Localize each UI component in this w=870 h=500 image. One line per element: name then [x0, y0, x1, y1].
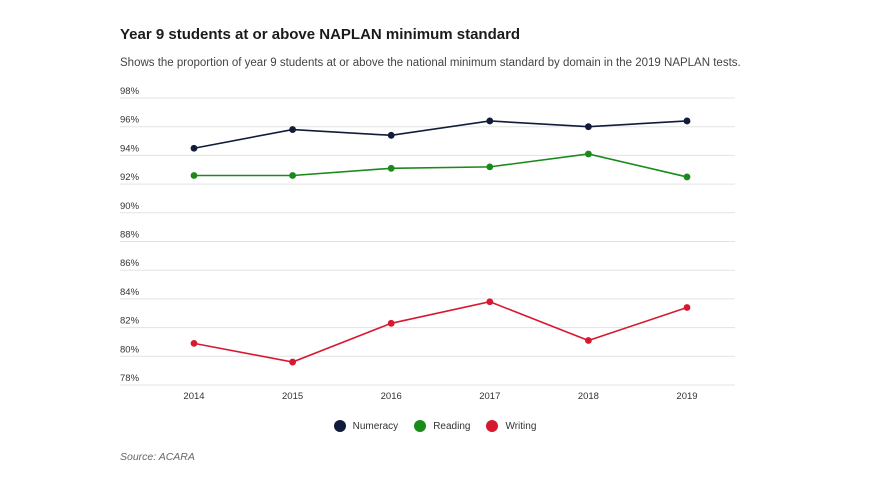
axis-layer: 78% 80% 82% 84% 86% 88% 90% 92% 94% 96% 98% 2014 201… [120, 86, 698, 402]
point-writing-2015[interactable] [289, 358, 296, 366]
x-tick-label: 2019 [676, 391, 697, 402]
point-numeracy-2018[interactable] [585, 123, 592, 131]
x-tick-label: 2016 [381, 391, 402, 402]
y-tick-label: 78% [120, 373, 140, 384]
legend-item-numeracy[interactable]: Numeracy [333, 420, 399, 432]
legend-label-reading: Reading [433, 420, 471, 432]
legend-item-reading[interactable]: Reading [414, 420, 470, 432]
point-reading-2015[interactable] [289, 172, 296, 179]
point-reading-2018[interactable] [585, 150, 592, 158]
point-writing-2014[interactable] [190, 339, 198, 347]
legend-label-numeracy: Numeracy [352, 420, 399, 432]
point-numeracy-2016[interactable] [387, 131, 395, 139]
x-tick-label: 2017 [479, 391, 500, 402]
point-writing-2016[interactable] [387, 319, 395, 327]
grid-layer [120, 97, 735, 386]
y-tick-label: 96% [120, 115, 140, 126]
y-tick-label: 90% [120, 201, 140, 212]
x-tick-label: 2015 [282, 391, 303, 402]
series-line-reading [194, 153, 688, 178]
point-numeracy-2017[interactable] [486, 117, 494, 125]
series-points [190, 117, 691, 366]
legend-swatch-writing [486, 420, 499, 432]
point-numeracy-2014[interactable] [190, 144, 198, 152]
y-tick-label: 82% [120, 316, 140, 327]
y-tick-label: 86% [120, 258, 140, 269]
point-reading-2014[interactable] [190, 172, 198, 179]
y-tick-label: 88% [120, 230, 140, 241]
x-tick-label: 2014 [183, 391, 204, 402]
chart-subtitle: Shows the proportion of year 9 students … [120, 57, 741, 69]
legend-swatch-reading [414, 420, 427, 432]
point-numeracy-2019[interactable] [683, 117, 691, 125]
legend-item-writing[interactable]: Writing [486, 420, 536, 432]
y-tick-label: 94% [120, 143, 140, 154]
x-tick-label: 2018 [578, 391, 599, 402]
legend: Numeracy Reading Writing [0, 420, 870, 432]
point-reading-2019[interactable] [683, 173, 691, 181]
chart-title: Year 9 students at or above NAPLAN minim… [120, 26, 521, 43]
y-tick-label: 98% [120, 86, 140, 97]
point-writing-2017[interactable] [486, 298, 494, 306]
point-writing-2018[interactable] [585, 337, 592, 344]
point-writing-2019[interactable] [683, 304, 691, 311]
point-reading-2016[interactable] [387, 164, 395, 172]
series-line-writing [193, 300, 688, 363]
legend-label-writing: Writing [505, 420, 537, 432]
legend-swatch-numeracy [333, 420, 346, 432]
source-note: Source: ACARA [120, 451, 195, 463]
point-numeracy-2015[interactable] [289, 126, 296, 133]
y-tick-label: 80% [120, 344, 140, 355]
series-line-numeracy [193, 120, 688, 150]
y-tick-label: 84% [120, 287, 140, 298]
point-reading-2017[interactable] [486, 163, 494, 171]
series-lines [193, 120, 688, 363]
y-tick-label: 92% [120, 172, 140, 183]
